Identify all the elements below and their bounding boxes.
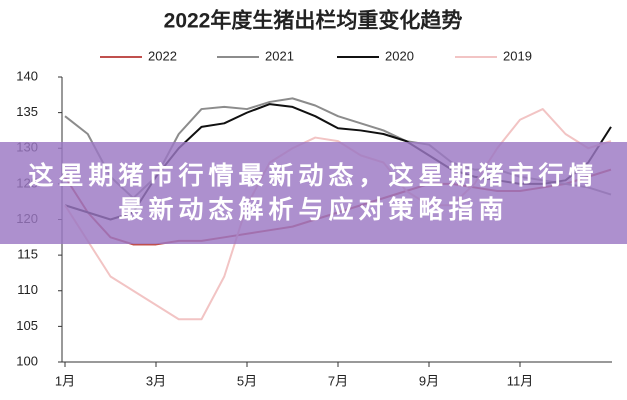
series-line [64,108,612,321]
x-tick-label: 5月 [237,373,257,388]
x-tick-label: 11月 [507,373,534,388]
y-tick-label: 135 [16,104,38,119]
chart-title: 2022年度生猪出栏均重变化趋势 [164,9,463,33]
y-tick-label: 115 [17,247,38,262]
y-tick-label: 100 [16,353,38,368]
x-tick-label: 9月 [419,373,439,388]
legend-label: 2021 [265,48,294,63]
y-tick-label: 110 [17,282,38,297]
y-tick-label: 140 [16,68,38,83]
x-tick-label: 7月 [328,373,348,388]
banner: 这星期猪市行情最新动态，这星期猪市行情最新动态解析与应对策略指南 [0,142,627,244]
y-tick-label: 105 [16,318,38,333]
legend-label: 2020 [385,48,414,63]
legend-label: 2019 [503,48,532,63]
x-tick-label: 3月 [146,373,166,388]
x-tick-label: 1月 [55,373,75,388]
banner-text: 这星期猪市行情最新动态，这星期猪市行情最新动态解析与应对策略指南 [28,162,599,224]
legend-label: 2022 [148,48,177,63]
